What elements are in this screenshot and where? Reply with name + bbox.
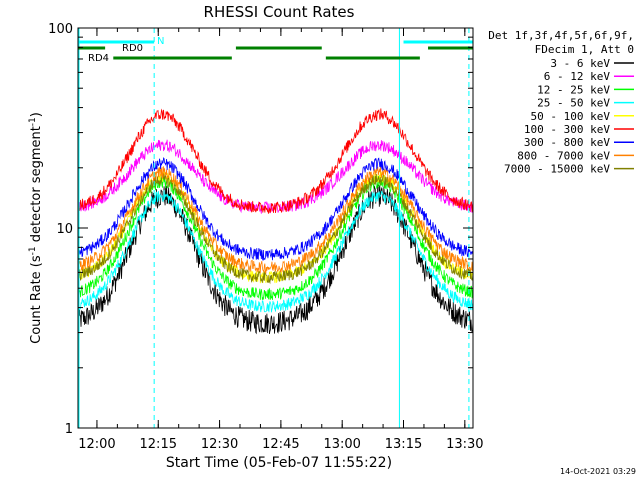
x-tick-labels: 12:00 12:15 12:30 12:45 13:00 13:15 13:30 — [78, 437, 483, 452]
flag-label-n: N — [157, 36, 164, 47]
legend-label: 100 - 300 keV — [524, 123, 610, 136]
y-axis-label-sup1: -1 — [28, 246, 38, 255]
x-tick-label: 13:30 — [446, 437, 483, 452]
flag-bars — [78, 40, 473, 60]
x-tick-label: 12:15 — [140, 437, 177, 452]
flag-label-rd4: RD4 — [88, 53, 109, 64]
axis-ticks — [78, 27, 473, 429]
series-line-7 — [77, 166, 474, 274]
legend-label: 3 - 6 keV — [550, 57, 610, 70]
plot-frame — [77, 27, 474, 429]
x-tick-label: 13:15 — [385, 437, 422, 452]
legend-label: 50 - 100 keV — [531, 110, 611, 123]
legend-header-line1: Det 1f,3f,4f,5f,6f,9f, — [488, 29, 634, 42]
series-line-6 — [77, 157, 474, 261]
series-line-5 — [77, 108, 474, 214]
x-axis-label: Start Time (05-Feb-07 11:55:22) — [166, 455, 392, 471]
series-line-1 — [77, 139, 474, 214]
x-tick-label: 13:00 — [323, 437, 360, 452]
y-axis-label-end: ) — [29, 112, 44, 117]
legend-label: 300 - 800 keV — [524, 136, 610, 149]
footer-timestamp: 14-Oct-2021 03:29 — [560, 467, 636, 476]
y-tick-label-100: 100 — [48, 22, 73, 37]
vertical-markers — [78, 28, 470, 428]
flag-label-rd0: RD0 — [122, 43, 143, 54]
x-tick-label: 12:00 — [78, 437, 115, 452]
legend: Det 1f,3f,4f,5f,6f,9f, FDecim 1, Att 0 3… — [488, 29, 634, 176]
x-tick-label: 12:30 — [201, 437, 238, 452]
legend-label: 12 - 25 keV — [537, 83, 610, 96]
y-axis-label-main: Count Rate (s — [29, 255, 44, 344]
series-line-0 — [77, 183, 474, 335]
legend-label: 7000 - 15000 keV — [504, 163, 610, 176]
y-tick-label-10: 10 — [56, 222, 73, 237]
y-tick-label-1: 1 — [65, 422, 73, 437]
series-line-3 — [77, 190, 474, 313]
plot-area — [77, 27, 474, 429]
chart-title: RHESSI Count Rates — [204, 3, 355, 21]
series-line-4 — [77, 170, 474, 284]
y-axis-label: Count Rate (s-1 detector segment-1) — [28, 112, 44, 344]
legend-header-line2: FDecim 1, Att 0 — [535, 43, 634, 56]
x-tick-label: 12:45 — [262, 437, 299, 452]
series-layer — [77, 108, 474, 335]
legend-label: 800 - 7000 keV — [517, 149, 610, 162]
y-axis-label-sup2: -1 — [28, 117, 38, 126]
legend-label: 25 - 50 keV — [537, 97, 610, 110]
y-axis-label-mid: detector segment — [29, 126, 44, 246]
series-line-8 — [77, 173, 474, 285]
legend-label: 6 - 12 keV — [544, 70, 611, 83]
